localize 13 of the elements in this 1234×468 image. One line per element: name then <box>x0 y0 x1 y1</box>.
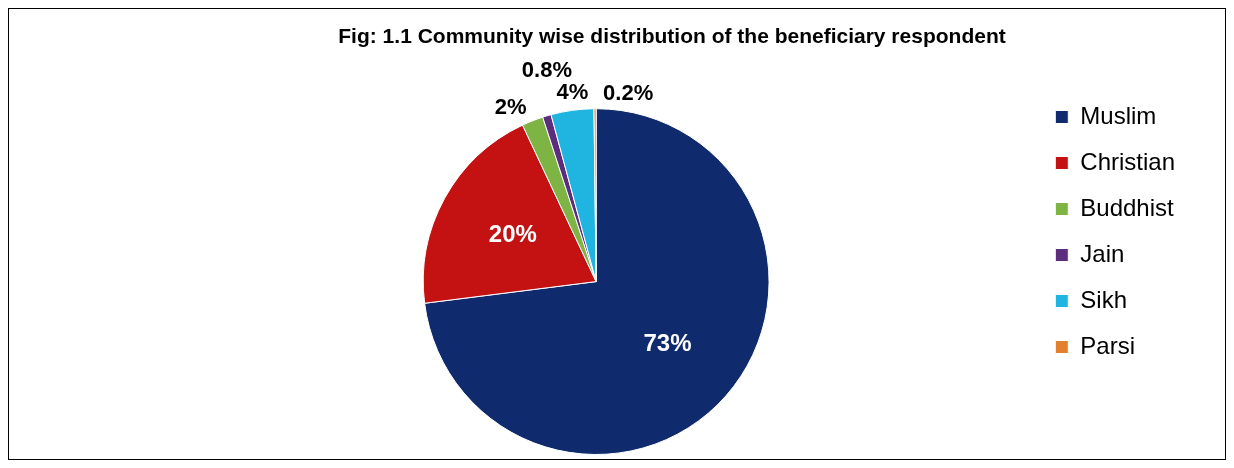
data-label: 4% <box>556 79 589 105</box>
data-label: 2% <box>494 93 527 119</box>
legend-label: Christian <box>1080 147 1175 175</box>
data-label: 0.2% <box>603 79 654 105</box>
legend-label: Sikh <box>1080 285 1127 313</box>
legend-label: Muslim <box>1080 101 1157 129</box>
data-label: 0.8% <box>521 56 572 82</box>
data-label: 20% <box>488 220 537 248</box>
legend-label: Jain <box>1080 239 1125 267</box>
legend-label: Parsi <box>1080 331 1135 359</box>
data-label: 73% <box>643 329 692 357</box>
legend-label: Buddhist <box>1080 193 1175 221</box>
chart-title: Fig: 1.1 Community wise distribution of the beneficiary respondent <box>338 24 1006 48</box>
